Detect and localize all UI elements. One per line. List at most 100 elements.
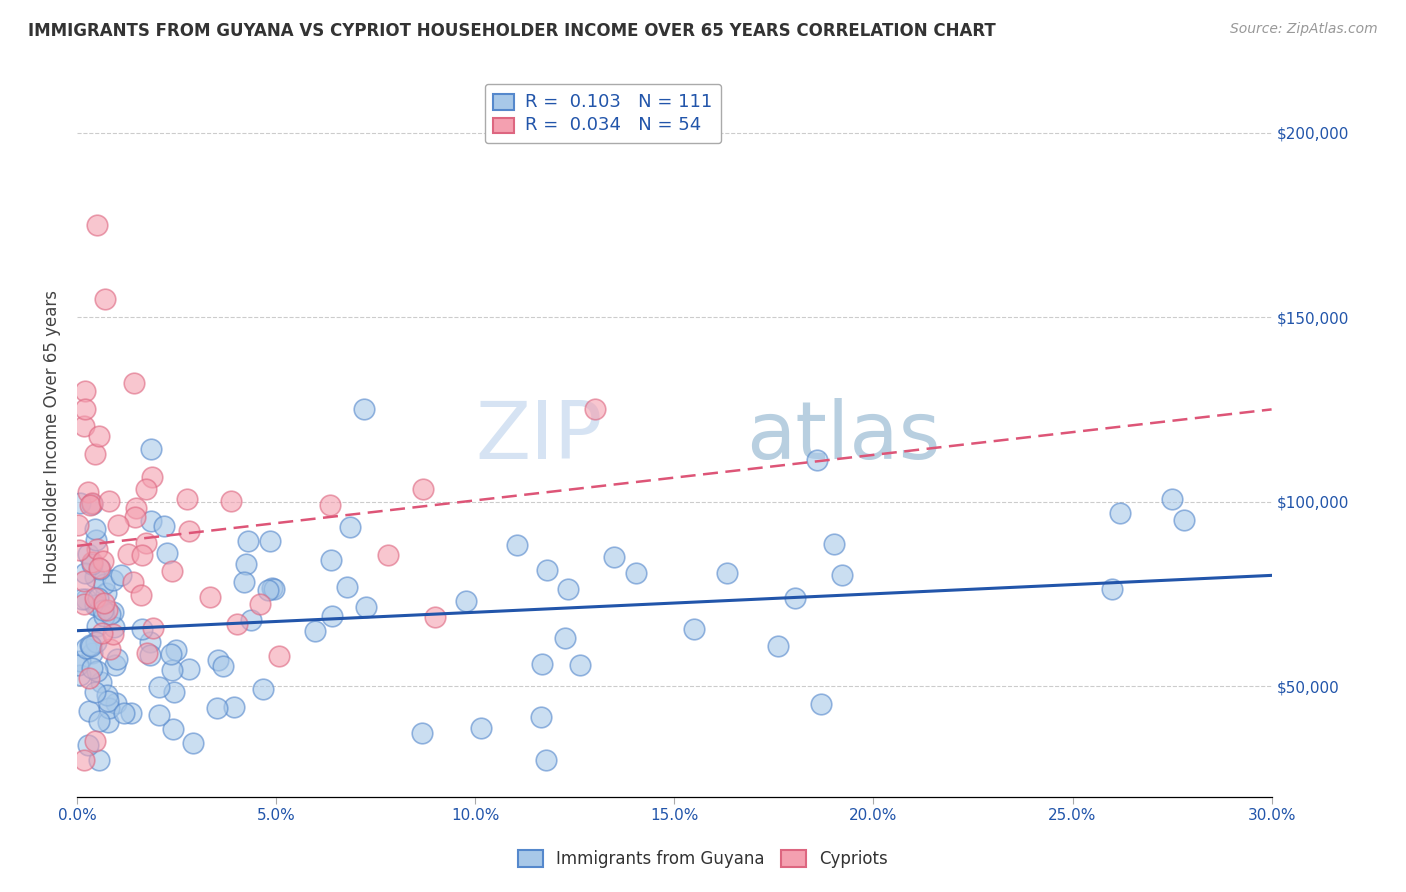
Point <box>162 664 184 678</box>
Point <box>160 647 183 661</box>
Point <box>69 655 91 669</box>
Point <box>238 534 260 549</box>
Point <box>98 701 121 715</box>
Point <box>411 726 433 740</box>
Point <box>94 292 117 306</box>
Point <box>353 402 375 417</box>
Point <box>97 693 120 707</box>
Point <box>139 648 162 663</box>
Point <box>86 619 108 633</box>
Point <box>94 585 117 599</box>
Point <box>319 498 342 512</box>
Point <box>131 549 153 563</box>
Point <box>219 494 242 508</box>
Text: Source: ZipAtlas.com: Source: ZipAtlas.com <box>1230 22 1378 37</box>
Point <box>536 562 558 576</box>
Point <box>554 631 576 645</box>
Point <box>135 482 157 496</box>
Point <box>1101 582 1123 596</box>
Point <box>79 498 101 512</box>
Point <box>260 581 283 595</box>
Point <box>72 591 94 606</box>
Point <box>162 565 184 579</box>
Point <box>425 610 447 624</box>
Point <box>506 538 529 552</box>
Point <box>249 597 271 611</box>
Point <box>176 492 198 507</box>
Point <box>100 607 122 621</box>
Point <box>1161 491 1184 506</box>
Point <box>806 453 828 467</box>
Point <box>222 700 245 714</box>
Point <box>124 509 146 524</box>
Point <box>84 635 107 649</box>
Point <box>122 376 145 390</box>
Point <box>354 600 377 615</box>
Point <box>90 674 112 689</box>
Point <box>79 638 101 652</box>
Point <box>77 704 100 718</box>
Point <box>75 566 97 580</box>
Point <box>810 697 832 711</box>
Point <box>470 721 492 735</box>
Point <box>93 595 115 609</box>
Point <box>101 627 124 641</box>
Point <box>103 573 125 587</box>
Point <box>89 562 111 576</box>
Point <box>83 591 105 605</box>
Point <box>105 696 128 710</box>
Point <box>135 536 157 550</box>
Point <box>73 384 96 398</box>
Point <box>257 582 280 597</box>
Point <box>98 642 121 657</box>
Point <box>269 649 291 664</box>
Point <box>131 589 153 603</box>
Point <box>80 639 103 653</box>
Point <box>683 622 706 636</box>
Point <box>120 706 142 720</box>
Point <box>131 622 153 636</box>
Point <box>103 620 125 634</box>
Point <box>226 617 249 632</box>
Point <box>233 575 256 590</box>
Point <box>96 603 118 617</box>
Point <box>240 613 263 627</box>
Point <box>198 590 221 604</box>
Point <box>624 566 647 581</box>
Point <box>91 603 114 617</box>
Point <box>73 574 96 588</box>
Point <box>163 685 186 699</box>
Legend: R =  0.103   N = 111, R =  0.034   N = 54: R = 0.103 N = 111, R = 0.034 N = 54 <box>485 85 721 143</box>
Point <box>1109 506 1132 520</box>
Point <box>148 680 170 694</box>
Point <box>263 582 285 596</box>
Point <box>69 668 91 682</box>
Point <box>831 568 853 582</box>
Point <box>1173 513 1195 527</box>
Point <box>153 519 176 533</box>
Text: IMMIGRANTS FROM GUYANA VS CYPRIOT HOUSEHOLDER INCOME OVER 65 YEARS CORRELATION C: IMMIGRANTS FROM GUYANA VS CYPRIOT HOUSEH… <box>28 22 995 40</box>
Point <box>181 736 204 750</box>
Point <box>139 635 162 649</box>
Point <box>69 496 91 510</box>
Point <box>105 652 128 666</box>
Point <box>82 647 104 661</box>
Point <box>207 700 229 714</box>
Point <box>84 598 107 612</box>
Point <box>377 549 399 563</box>
Point <box>73 419 96 434</box>
Point <box>73 402 96 417</box>
Point <box>177 662 200 676</box>
Y-axis label: Householder Income Over 65 years: Householder Income Over 65 years <box>44 290 60 584</box>
Point <box>569 657 592 672</box>
Text: atlas: atlas <box>747 398 941 476</box>
Point <box>83 447 105 461</box>
Point <box>148 707 170 722</box>
Point <box>252 682 274 697</box>
Point <box>104 658 127 673</box>
Point <box>110 568 132 582</box>
Point <box>139 514 162 528</box>
Point <box>86 542 108 557</box>
Point <box>339 520 361 534</box>
Point <box>165 643 187 657</box>
